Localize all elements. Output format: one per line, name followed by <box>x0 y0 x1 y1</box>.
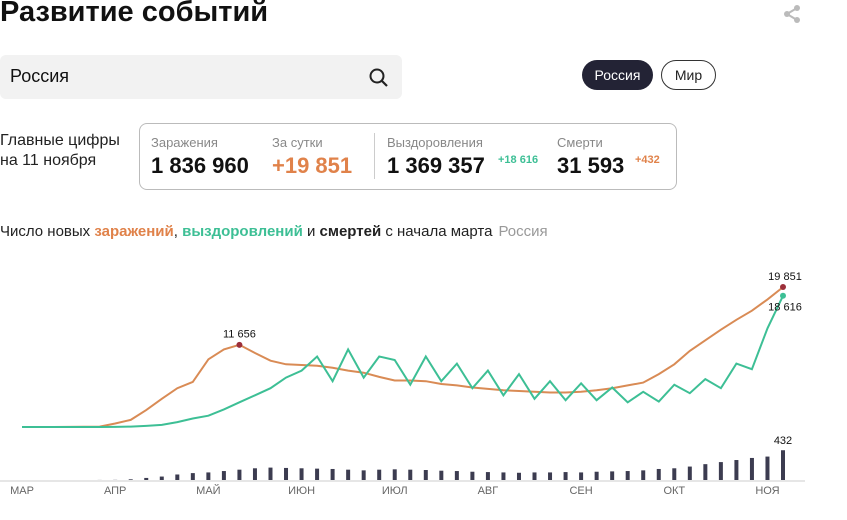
stat-delta: +18 616 <box>498 154 539 166</box>
bar <box>672 468 677 480</box>
bar <box>206 472 211 480</box>
x-tick-label: ОКТ <box>663 485 685 497</box>
share-icon[interactable] <box>782 4 804 26</box>
bar <box>346 469 351 480</box>
bar <box>687 466 692 480</box>
bar <box>516 472 521 480</box>
line <box>22 286 784 428</box>
title-part: с начала марта <box>381 223 493 240</box>
title-part: и <box>302 223 320 240</box>
bar <box>470 471 475 480</box>
stat-label: Выздоровления <box>387 135 483 150</box>
title-part: смертей <box>319 223 382 240</box>
title-part: выздоровлений <box>182 223 303 240</box>
bar <box>190 473 195 480</box>
x-tick-label: ИЮН <box>288 485 315 497</box>
stat-value: 1 836 960 <box>151 153 249 178</box>
page-title: Развитие событий <box>0 0 269 28</box>
stat-value: +19 851 <box>272 153 353 178</box>
x-tick-label: НОЯ <box>755 485 779 497</box>
search-text: Россия <box>10 66 70 86</box>
bar <box>284 467 289 480</box>
divider <box>374 133 375 179</box>
point-marker <box>780 284 786 291</box>
bar <box>454 471 459 480</box>
x-tick-label: АВГ <box>478 485 499 497</box>
title-part: , <box>173 223 183 240</box>
stat-delta: +432 <box>635 154 660 166</box>
point-marker <box>236 341 243 348</box>
bar <box>299 468 304 480</box>
bar <box>361 470 366 480</box>
x-tick-label: МАЙ <box>196 484 220 497</box>
stat-value: 31 593 <box>557 153 625 178</box>
x-tick-label: СЕН <box>569 485 592 497</box>
chart-title: Число новых заражений, выздоровлений и с… <box>0 223 548 240</box>
bar <box>703 464 708 480</box>
bar <box>252 468 257 480</box>
summary-caption: Главные цифры <box>0 132 120 149</box>
bar <box>749 457 754 480</box>
line <box>22 295 784 428</box>
title-part: Россия <box>498 223 548 240</box>
title-part: заражений <box>94 223 174 240</box>
x-tick-label: ИЮЛ <box>382 485 408 497</box>
bar <box>781 450 785 480</box>
x-tick-label: АПР <box>104 485 126 497</box>
value-label: 11 656 <box>223 329 256 341</box>
bar <box>563 472 568 480</box>
search-icon[interactable] <box>368 67 390 89</box>
bar <box>423 470 428 480</box>
bar <box>144 477 149 480</box>
stat-label: За сутки <box>272 135 323 150</box>
value-label: 432 <box>774 435 792 447</box>
title-part: Число новых <box>0 223 95 240</box>
bar <box>315 468 320 480</box>
stat-label: Заражения <box>151 135 218 150</box>
search-box[interactable]: Россия <box>0 55 402 99</box>
bar <box>439 470 444 480</box>
bar <box>625 471 630 480</box>
bar <box>532 472 537 480</box>
bar <box>485 472 490 480</box>
summary-caption: на 11 ноября <box>0 152 97 169</box>
bar <box>734 460 739 480</box>
value-label: 18 616 <box>768 302 802 314</box>
bar <box>610 471 615 480</box>
region-button[interactable]: Мир <box>661 60 716 90</box>
bar <box>237 469 242 480</box>
bar <box>501 472 506 480</box>
region-button[interactable]: Россия <box>582 60 653 90</box>
bar <box>718 462 723 480</box>
bar <box>330 468 335 480</box>
point-marker <box>780 292 786 299</box>
stat-value: 1 369 357 <box>387 153 485 178</box>
bar <box>268 467 273 480</box>
stat-label: Смерти <box>557 135 603 150</box>
bar <box>392 469 397 480</box>
bar <box>765 456 770 480</box>
bar <box>594 471 599 480</box>
summary-box <box>139 123 677 190</box>
bar <box>641 470 646 480</box>
bar <box>175 474 180 480</box>
bar <box>159 476 164 480</box>
value-label: 19 851 <box>768 271 802 283</box>
bar <box>548 472 553 480</box>
bar <box>128 479 133 480</box>
bar <box>408 469 413 480</box>
bar <box>656 468 661 480</box>
bar <box>579 472 584 480</box>
bar <box>377 469 382 480</box>
bar <box>221 471 226 480</box>
x-tick-label: МАР <box>10 485 34 497</box>
